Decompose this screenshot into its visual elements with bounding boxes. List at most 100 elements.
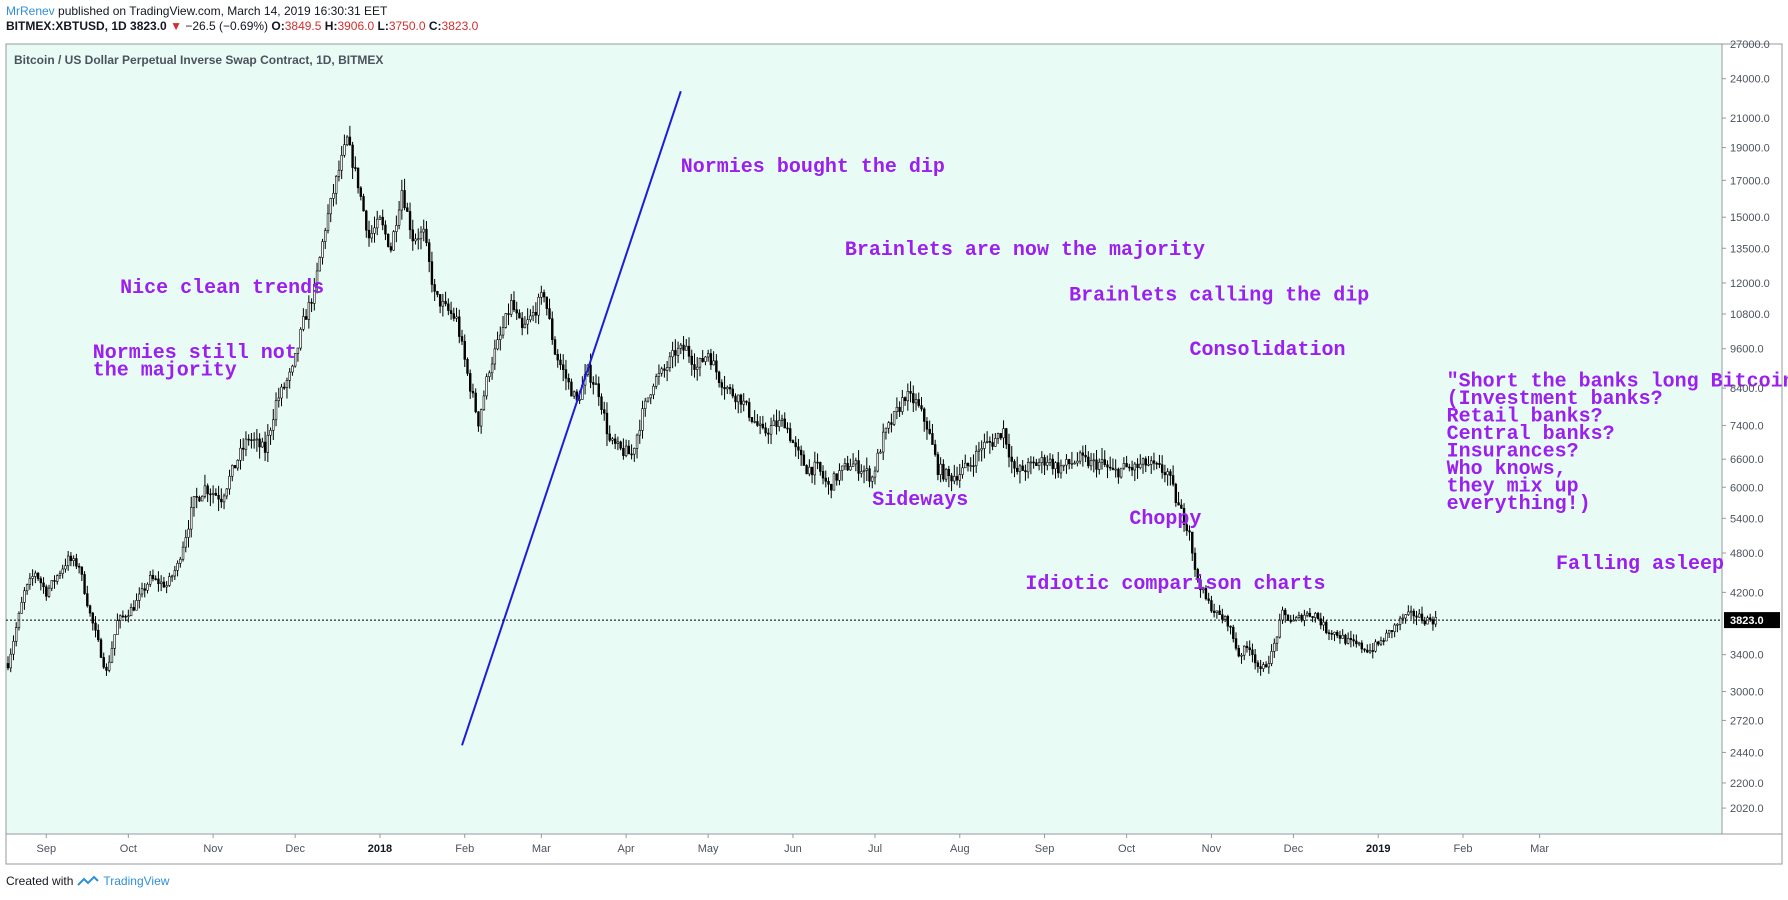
- candle-body: [1048, 458, 1052, 463]
- candle-body: [107, 661, 111, 671]
- candle-body: [1423, 620, 1426, 625]
- candle-body: [419, 231, 423, 240]
- candle-body: [1243, 645, 1246, 656]
- trendline-group[interactable]: [461, 90, 682, 746]
- candle-body: [1087, 456, 1090, 467]
- candle-body: [739, 394, 743, 405]
- candle-body: [1169, 471, 1172, 476]
- price-axis[interactable]: [1721, 43, 1783, 835]
- candle-body: [619, 441, 622, 449]
- candle-body: [690, 355, 693, 365]
- time-axis[interactable]: [5, 833, 1783, 865]
- candle-body: [1046, 462, 1049, 466]
- candle-body: [168, 576, 171, 586]
- candle-body: [671, 350, 674, 358]
- candle-body: [91, 612, 94, 624]
- candle-body: [499, 334, 502, 340]
- y-axis-ticks: 27000.0 24000.0 21000.0 19000.0 17000.0 15000…: [1722, 39, 1770, 815]
- annotation-text: Consolidation: [1190, 339, 1346, 362]
- annotation-text: "Short the banks long Bitcoin": [1447, 370, 1788, 393]
- candle-body: [789, 428, 792, 441]
- candle-body: [482, 395, 486, 411]
- tradingview-link[interactable]: TradingView: [103, 874, 170, 888]
- candle-body: [747, 402, 751, 418]
- candle-body: [835, 473, 838, 481]
- candle-body: [501, 327, 505, 336]
- candle-body: [1067, 459, 1071, 464]
- candle-body: [1297, 614, 1301, 618]
- candle-body: [203, 485, 207, 497]
- candle-body: [61, 568, 64, 574]
- candle-body: [1322, 621, 1325, 626]
- trendline[interactable]: [461, 90, 682, 746]
- candle-body: [726, 387, 729, 390]
- candle-body: [9, 653, 12, 669]
- x-tick-label: Nov: [1202, 843, 1222, 855]
- candle-body: [928, 428, 931, 434]
- candle-body: [190, 507, 193, 530]
- candle-body: [627, 445, 631, 455]
- candle-body: [206, 485, 209, 495]
- candle-body: [1292, 619, 1295, 622]
- candle-body: [794, 442, 797, 448]
- candle-body: [548, 308, 551, 320]
- close-label: C:: [428, 19, 442, 33]
- candle-body: [556, 353, 559, 361]
- candle-body: [99, 639, 103, 658]
- author-link[interactable]: MrRenev: [6, 4, 55, 18]
- candle-body: [378, 216, 382, 220]
- candle-body: [1415, 615, 1418, 618]
- candle-body: [742, 400, 745, 405]
- candle-body: [261, 441, 264, 448]
- candle-body: [1346, 638, 1350, 644]
- candle-body: [562, 364, 565, 370]
- candle-body: [504, 313, 507, 328]
- y-tick-label: 24000.0: [1730, 74, 1770, 86]
- open-label: O:: [271, 19, 285, 33]
- chart-title: Bitcoin / US Dollar Perpetual Inverse Sw…: [14, 53, 383, 67]
- candle-body: [427, 242, 431, 262]
- candle-body: [236, 460, 239, 469]
- candle-body: [77, 565, 81, 568]
- candle-body: [1404, 614, 1407, 619]
- candle-body: [132, 607, 136, 611]
- candle-body: [389, 246, 393, 251]
- low-label: L:: [377, 19, 389, 33]
- annotation-text: Normies still not: [93, 342, 297, 365]
- candle-body: [438, 294, 442, 307]
- candle-body: [1016, 467, 1019, 472]
- candle-body: [170, 575, 174, 578]
- candle-body: [966, 462, 970, 466]
- candle-body: [1070, 462, 1074, 465]
- candle-body: [105, 666, 108, 671]
- candle-body: [1026, 462, 1030, 473]
- candle-body: [252, 439, 256, 442]
- candle-body: [1330, 633, 1333, 635]
- candle-body: [977, 449, 981, 452]
- candle-body: [291, 365, 294, 373]
- published-line: MrRenev published on TradingView.com, Ma…: [6, 4, 387, 18]
- candle-body: [1057, 462, 1060, 474]
- x-tick-label: Feb: [455, 843, 474, 855]
- candle-body: [151, 574, 155, 580]
- candle-body: [873, 470, 877, 478]
- candle-body: [42, 582, 45, 588]
- candle-body: [157, 578, 160, 585]
- candle-body: [135, 600, 138, 611]
- candle-body: [709, 353, 713, 366]
- candle-body: [1305, 612, 1309, 616]
- candle-body: [687, 345, 691, 357]
- plot-area[interactable]: [5, 43, 1723, 835]
- candle-body: [1253, 654, 1257, 664]
- candle-body: [329, 198, 332, 215]
- candle-body: [214, 492, 218, 496]
- candle-body: [685, 345, 688, 351]
- candle-body: [45, 586, 48, 597]
- x-tick-label: Feb: [1454, 843, 1473, 855]
- current-price-label: 3823.0: [1730, 615, 1764, 627]
- x-tick-label: Aug: [950, 843, 970, 855]
- x-tick-label: Sep: [37, 843, 57, 855]
- candle-body: [925, 421, 929, 430]
- candle-body: [1147, 464, 1150, 466]
